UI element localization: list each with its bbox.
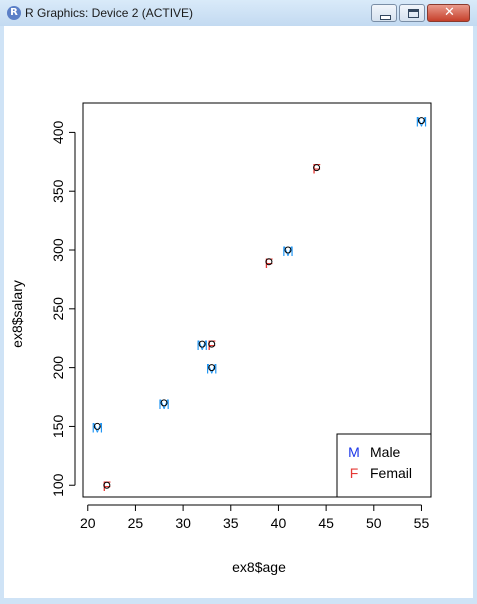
x-tick-label: 30 <box>175 515 191 531</box>
data-point-label: M <box>196 337 208 353</box>
data-point <box>208 340 216 348</box>
plot-frame <box>82 102 432 498</box>
data-point-label: M <box>158 396 170 412</box>
data-point <box>284 246 292 254</box>
data-point <box>198 340 206 348</box>
x-tick-label: 35 <box>223 515 239 531</box>
window-title: R Graphics: Device 2 (ACTIVE) <box>25 6 194 20</box>
y-tick-label: 400 <box>50 121 66 145</box>
scatter-plot: 20 25 30 35 40 45 50 55 ex8$age 100 150 200 250 300 35… <box>9 102 432 575</box>
data-point-label: M <box>416 114 428 130</box>
y-tick-label: 100 <box>50 473 66 497</box>
data-point <box>103 481 111 489</box>
x-tick-label: 40 <box>271 515 287 531</box>
legend-label: Femail <box>370 465 412 481</box>
data-point-label: F <box>265 255 274 271</box>
data-point <box>208 364 216 372</box>
y-axis-label: ex8$salary <box>9 280 25 348</box>
x-tick-label: 55 <box>414 515 430 531</box>
legend-symbol: F <box>350 465 359 481</box>
data-point-label: F <box>207 337 216 353</box>
close-button[interactable]: ✕ <box>427 4 470 22</box>
y-tick-label: 300 <box>50 238 66 262</box>
data-point-label: F <box>312 161 321 177</box>
data-point-label: M <box>91 419 103 435</box>
graphics-device-area: 20 25 30 35 40 45 50 55 ex8$age 100 150 200 250 300 35… <box>4 26 473 598</box>
legend-label: Male <box>370 444 401 460</box>
x-tick-label: 20 <box>80 515 96 531</box>
data-point-label: M <box>282 243 294 259</box>
y-tick-label: 150 <box>50 415 66 439</box>
legend-box <box>336 433 432 498</box>
y-tick-label: 250 <box>50 297 66 321</box>
x-tick-label: 25 <box>128 515 144 531</box>
r-app-icon: R <box>7 6 21 20</box>
x-tick-label: 45 <box>318 515 334 531</box>
minimize-icon <box>380 15 391 20</box>
minimize-button[interactable] <box>371 4 397 22</box>
maximize-button[interactable] <box>399 4 425 22</box>
x-axis-label: ex8$age <box>232 559 286 575</box>
data-point-label: M <box>206 361 218 377</box>
data-point <box>265 258 273 266</box>
data-point-label: F <box>103 478 112 494</box>
legend-symbol: M <box>348 444 360 460</box>
data-point <box>93 422 101 430</box>
maximize-icon <box>408 9 419 18</box>
y-tick-label: 350 <box>50 179 66 203</box>
data-point <box>417 117 425 125</box>
title-bar[interactable]: R R Graphics: Device 2 (ACTIVE) ✕ <box>0 0 477 26</box>
x-tick-label: 50 <box>366 515 382 531</box>
data-point <box>313 164 321 172</box>
close-icon: ✕ <box>444 5 455 20</box>
data-point <box>160 399 168 407</box>
y-tick-label: 200 <box>50 356 66 380</box>
